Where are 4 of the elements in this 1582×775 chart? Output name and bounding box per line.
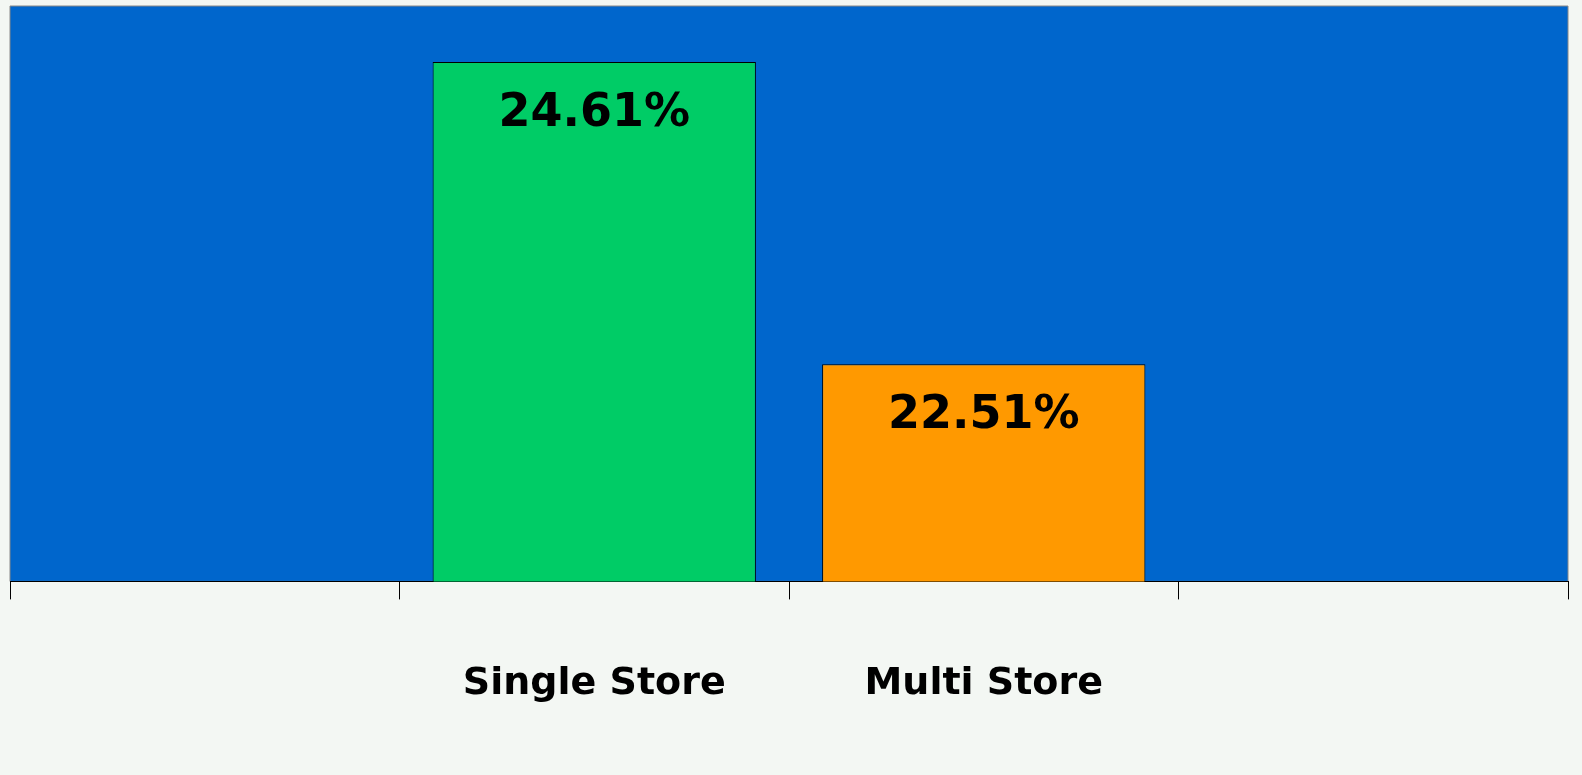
data-label: 22.51% (887, 385, 1080, 440)
data-label: 24.61% (498, 83, 691, 138)
x-tick-label: Single Store (462, 659, 726, 704)
x-tick-label: Multi Store (864, 659, 1103, 704)
